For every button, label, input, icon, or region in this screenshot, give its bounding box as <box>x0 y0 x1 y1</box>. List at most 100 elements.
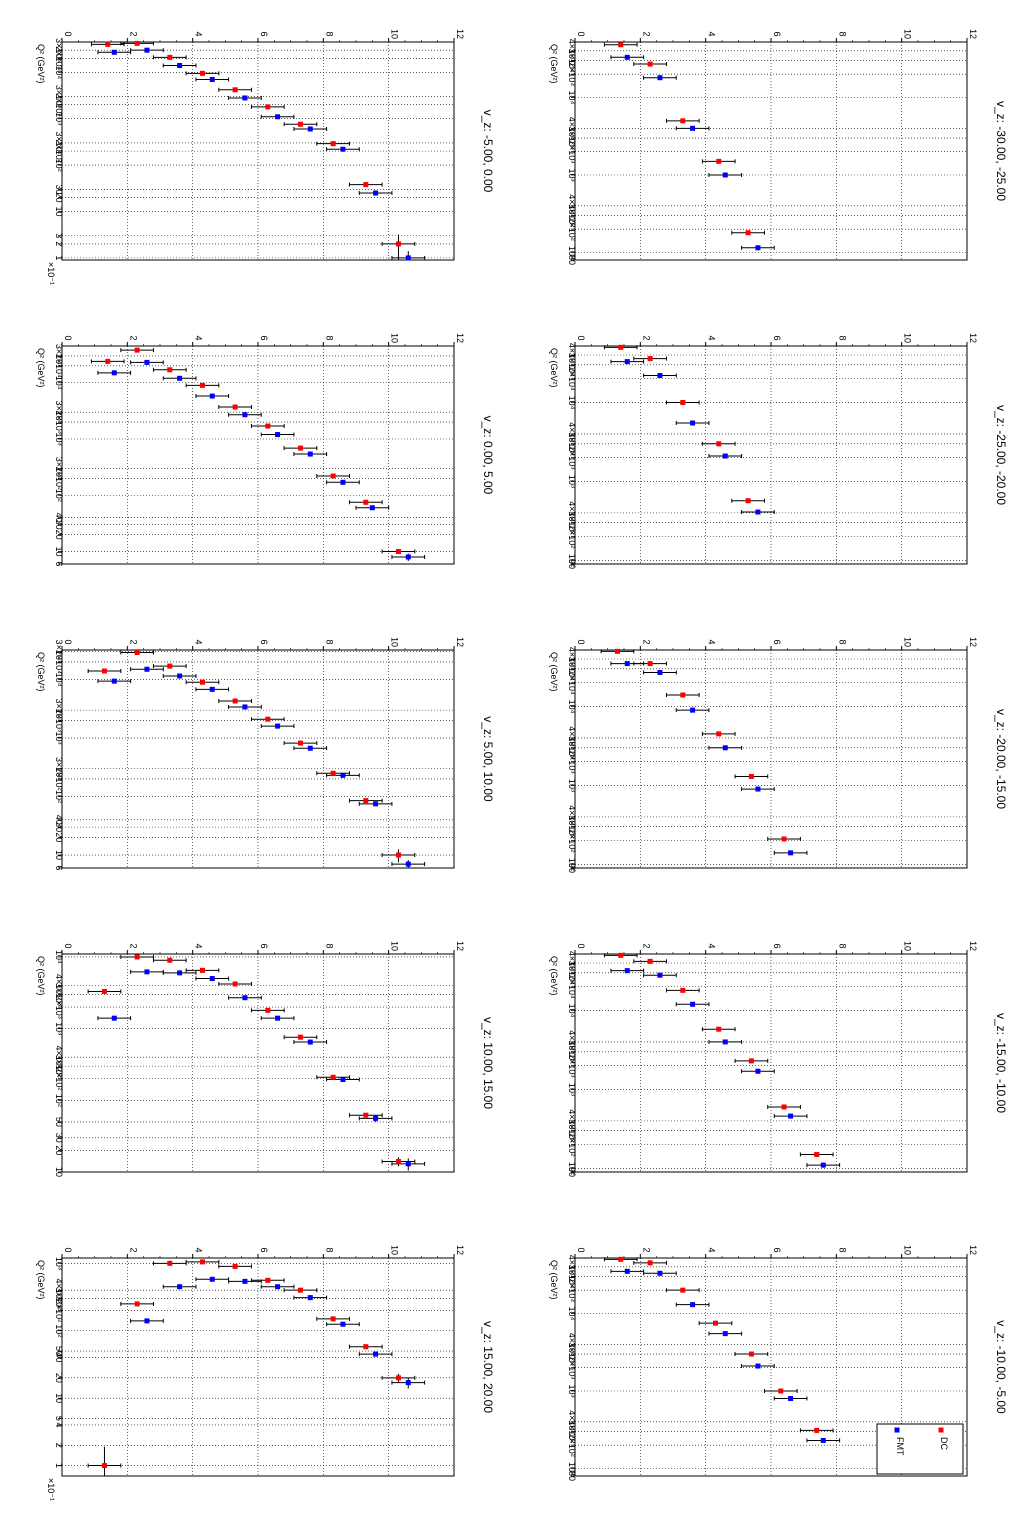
x-tick-label: 4×10⁴ <box>567 39 577 63</box>
data-point-fmt <box>177 63 183 69</box>
q2-tick-label: 0 <box>576 639 586 644</box>
x-tick-label: 3×10² <box>567 815 577 838</box>
x-tick-label: 4×10² <box>54 1046 64 1069</box>
q2-tick-label: 4 <box>194 31 204 36</box>
x-tick-label: 30 <box>54 822 64 832</box>
x-tick-label: 2×10⁴ <box>54 354 64 378</box>
q2-tick-label: 6 <box>772 31 782 36</box>
q2-tick-label: 12 <box>455 637 465 647</box>
data-point-fmt <box>722 745 728 751</box>
q2-axis-title: Q² (GeV²) <box>549 956 559 996</box>
data-point-dc <box>232 404 238 410</box>
q2-tick-label: 4 <box>707 639 717 644</box>
x-tick-label: 30 <box>54 1133 64 1143</box>
data-point-dc <box>134 347 140 353</box>
data-point-fmt <box>657 972 663 978</box>
data-point-fmt <box>209 1276 215 1282</box>
legend: FMT DC <box>876 1423 964 1475</box>
x-tick-label: 2×10⁴ <box>567 1278 577 1302</box>
q2-tick-label: 10 <box>903 29 913 39</box>
x-tick-label: 10³ <box>567 1083 577 1096</box>
data-point-dc <box>712 1320 718 1326</box>
data-point-fmt <box>755 245 761 251</box>
q2-axis-title: Q² (GeV²) <box>36 348 46 388</box>
data-point-fmt <box>242 995 248 1001</box>
q2-axis-title: Q² (GeV²) <box>549 44 559 84</box>
data-point-dc <box>199 382 205 388</box>
data-point-dc <box>101 1463 107 1469</box>
q2-tick-label: 12 <box>968 637 978 647</box>
data-point-fmt <box>144 666 150 672</box>
q2-tick-label: 0 <box>576 943 586 948</box>
x-tick-label: 10³ <box>54 432 64 445</box>
data-point-dc <box>363 1112 369 1118</box>
x-tick-label: 3×10⁴ <box>54 640 64 664</box>
x-tick-label: 2×10³ <box>54 93 64 116</box>
data-point-fmt <box>690 1001 696 1007</box>
data-point-dc <box>716 158 722 164</box>
data-point-fmt <box>111 49 117 55</box>
x-tick-label: 2×10³ <box>567 1356 577 1379</box>
data-point-fmt <box>788 1113 794 1119</box>
x-tick-label: 2×10² <box>54 1299 64 1322</box>
x-tick-label: 2×10² <box>54 139 64 162</box>
q2-tick-label: 8 <box>837 335 847 340</box>
x-tick-label: 4×10³ <box>567 117 577 140</box>
q2-axis-title: Q² (GeV²) <box>36 652 46 692</box>
q2-tick-label: 12 <box>455 1245 465 1255</box>
x-tick-label: 4×10⁴ <box>567 1255 577 1279</box>
x-tick-label: 10 <box>54 1167 64 1177</box>
data-point-fmt <box>405 861 411 867</box>
data-point-fmt <box>657 75 663 81</box>
data-point-dc <box>297 445 303 451</box>
q2-tick-label: 12 <box>968 29 978 39</box>
data-point-fmt <box>275 723 281 729</box>
data-point-fmt <box>242 412 248 418</box>
x-tick-label: 3×10⁴ <box>567 1264 577 1288</box>
data-point-dc <box>745 230 751 236</box>
data-point-dc <box>297 1287 303 1293</box>
q2-tick-label: 8 <box>324 31 334 36</box>
data-point-dc <box>232 698 238 704</box>
data-point-dc <box>814 1151 820 1157</box>
x-tick-label: 3×10³ <box>54 698 64 721</box>
x-tick-label: 3×10² <box>54 1287 64 1310</box>
q2-tick-label: 2 <box>641 335 651 340</box>
x-tick-label: 2×10³ <box>54 410 64 433</box>
data-point-fmt <box>340 1077 346 1083</box>
x-tick-label: 3×10² <box>567 204 577 227</box>
data-point-fmt <box>209 976 215 982</box>
data-point-dc <box>105 358 111 364</box>
q2-tick-label: 2 <box>128 31 138 36</box>
data-point-fmt <box>111 370 117 376</box>
q2-tick-label: 8 <box>837 31 847 36</box>
data-point-fmt <box>373 801 379 807</box>
x-tick-label: 2×10³ <box>567 140 577 163</box>
data-point-fmt <box>690 1302 696 1308</box>
q2-tick-label: 12 <box>968 333 978 343</box>
panel-title: v_z: 5.00, 10.00 <box>481 716 495 802</box>
data-point-dc <box>265 1007 271 1013</box>
data-point-dc <box>647 356 653 362</box>
q2-tick-label: 8 <box>324 639 334 644</box>
x-tick-label: 10⁴ <box>567 1307 577 1321</box>
x-tick-label: 10³ <box>54 732 64 745</box>
q2-axis-title: Q² (GeV²) <box>36 44 46 84</box>
data-point-dc <box>330 1316 336 1322</box>
data-point-dc <box>363 499 369 505</box>
q2-tick-label: 6 <box>259 943 269 948</box>
data-point-dc <box>330 1074 336 1080</box>
q2-tick-label: 10 <box>390 637 400 647</box>
x-tick-label: 5 <box>54 1416 64 1421</box>
data-point-dc <box>265 1277 271 1283</box>
x-tick-label: 2 <box>54 241 64 246</box>
data-point-fmt <box>405 1380 411 1386</box>
data-point-dc <box>232 1263 238 1269</box>
panel-4: 0 2 4 6 8 10 129010²2×10²3×10²4×10²10³2×10³3×1… <box>549 941 1008 1177</box>
q2-tick-label: 0 <box>63 943 73 948</box>
q2-tick-label: 2 <box>128 943 138 948</box>
data-point-fmt <box>755 1068 761 1074</box>
q2-tick-label: 8 <box>837 943 847 948</box>
q2-tick-label: 2 <box>128 1247 138 1252</box>
x-tick-label: 10² <box>567 1162 577 1175</box>
